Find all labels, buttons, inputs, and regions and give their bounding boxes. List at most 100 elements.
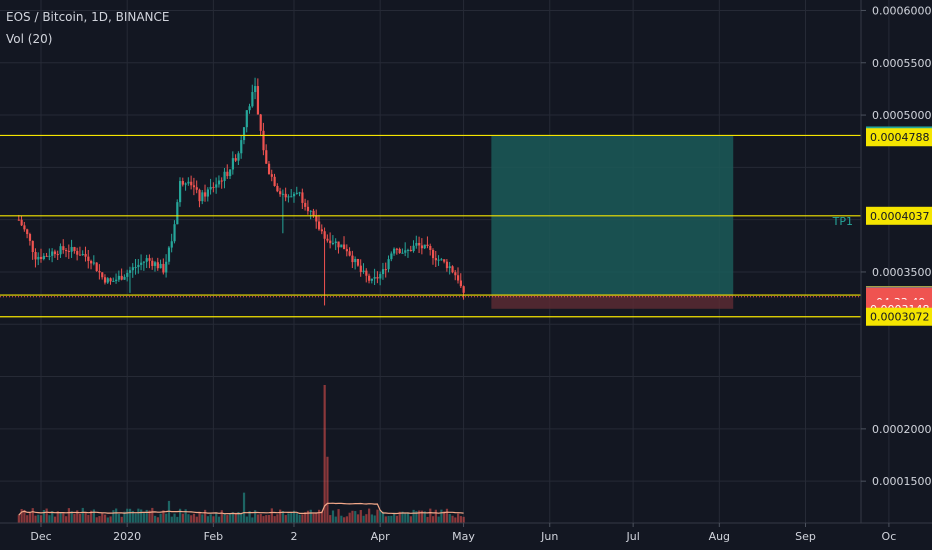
volume-bar: [167, 500, 171, 523]
chart-title[interactable]: EOS / Bitcoin, 1D, BINANCE: [6, 10, 170, 24]
price-label-text: 0.0004037: [870, 210, 930, 223]
candle-body: [254, 86, 257, 93]
y-tick-label: 0.0006000: [872, 4, 932, 17]
volume-bar: [351, 510, 354, 523]
volume-bar: [162, 510, 165, 523]
volume-bar: [131, 510, 134, 523]
volume-bar: [434, 509, 437, 523]
volume-bar: [28, 512, 32, 523]
volume-bar: [362, 515, 365, 523]
volume-bar: [65, 516, 68, 523]
candle-body: [187, 181, 190, 184]
candle-body: [306, 206, 310, 212]
volume-bar: [106, 517, 109, 523]
volume-bar: [420, 510, 424, 523]
price-label-level: 0.0004037: [866, 206, 932, 225]
volume-bar: [98, 516, 101, 523]
volume-bar: [256, 514, 260, 523]
candle-body: [315, 215, 318, 222]
volume-bar: [309, 509, 312, 523]
candle-body: [26, 229, 29, 235]
candle-body: [457, 275, 460, 281]
volume-bar: [23, 509, 26, 523]
volume-bar: [142, 512, 146, 523]
position-tool[interactable]: [491, 135, 734, 309]
y-tick-label: 0.0002000: [872, 423, 932, 436]
candle-body: [134, 267, 137, 269]
candle-body: [362, 270, 365, 272]
volume-bar: [315, 513, 318, 523]
candle-body: [181, 181, 184, 185]
x-tick-label: Dec: [30, 530, 51, 543]
candle-body: [159, 263, 162, 269]
candle-body: [70, 247, 73, 252]
candle-body: [42, 255, 45, 260]
volume-bar: [401, 511, 404, 523]
candle-body: [48, 255, 51, 257]
volume-bar: [242, 492, 246, 523]
volume-bar: [368, 508, 371, 523]
candle-body: [393, 248, 396, 254]
volume-bar: [331, 510, 335, 523]
candle-body: [429, 246, 432, 250]
volume-bar: [165, 513, 168, 523]
candle-body: [145, 258, 148, 262]
volume-bar: [459, 516, 462, 523]
candle-body: [34, 252, 37, 260]
price-label-bg: [866, 307, 932, 326]
volume-bar: [431, 516, 435, 523]
candle-body: [454, 272, 457, 276]
candle-body: [192, 185, 196, 188]
volume-bar: [356, 514, 360, 523]
volume-bar: [276, 514, 279, 523]
candle-body: [437, 259, 440, 261]
price-label-text: 0.0004788: [870, 131, 930, 144]
candle-body: [209, 186, 212, 190]
candle-body: [40, 256, 43, 260]
time-axis[interactable]: Dec 2020 Feb 2 Apr May Jun Jul Aug Sep Oc: [30, 523, 896, 543]
volume-bar: [59, 512, 62, 523]
volume-bar: [404, 512, 407, 523]
candle-body: [320, 229, 323, 232]
horizontal-levels[interactable]: [0, 134, 861, 318]
volume-bar: [70, 511, 73, 523]
volume-bar: [51, 511, 54, 523]
candle-body: [28, 234, 32, 241]
candle-body: [356, 258, 360, 266]
candle-body: [440, 259, 443, 261]
volume-bar: [26, 515, 29, 523]
candle-body: [137, 264, 140, 268]
x-tick-label: Feb: [204, 530, 223, 543]
candle-body: [451, 266, 454, 273]
volume-indicator-title[interactable]: Vol (20): [6, 32, 53, 46]
x-tick-label: Sep: [795, 530, 816, 543]
volume-bar: [159, 513, 162, 523]
candle-body: [212, 186, 215, 188]
candle-body: [251, 92, 254, 107]
volume-bar: [201, 514, 204, 523]
volume-bar: [76, 510, 79, 523]
price-axis[interactable]: 0.0001500 0.0002000 0.0003500 0.0005000 0.00…: [861, 4, 932, 488]
candle-body: [62, 246, 65, 250]
candle-body: [56, 254, 59, 256]
stop-zone[interactable]: [491, 295, 734, 309]
volume-bar: [259, 513, 262, 523]
volume-bar: [301, 514, 304, 523]
candle-body: [95, 262, 98, 272]
volume-bar: [226, 515, 229, 523]
candle-body: [301, 192, 304, 203]
volume-bar: [156, 517, 159, 523]
volume-bar: [462, 516, 465, 523]
candle-body: [401, 252, 404, 254]
x-tick-label: Jul: [625, 530, 639, 543]
candle-body: [395, 248, 399, 250]
candle-body: [337, 241, 340, 248]
candle-body: [120, 275, 123, 280]
candle-body: [290, 196, 293, 198]
candle-body: [81, 253, 84, 256]
volume-bar: [281, 510, 285, 523]
volume-bar: [409, 516, 412, 523]
volume-bar: [123, 511, 126, 523]
